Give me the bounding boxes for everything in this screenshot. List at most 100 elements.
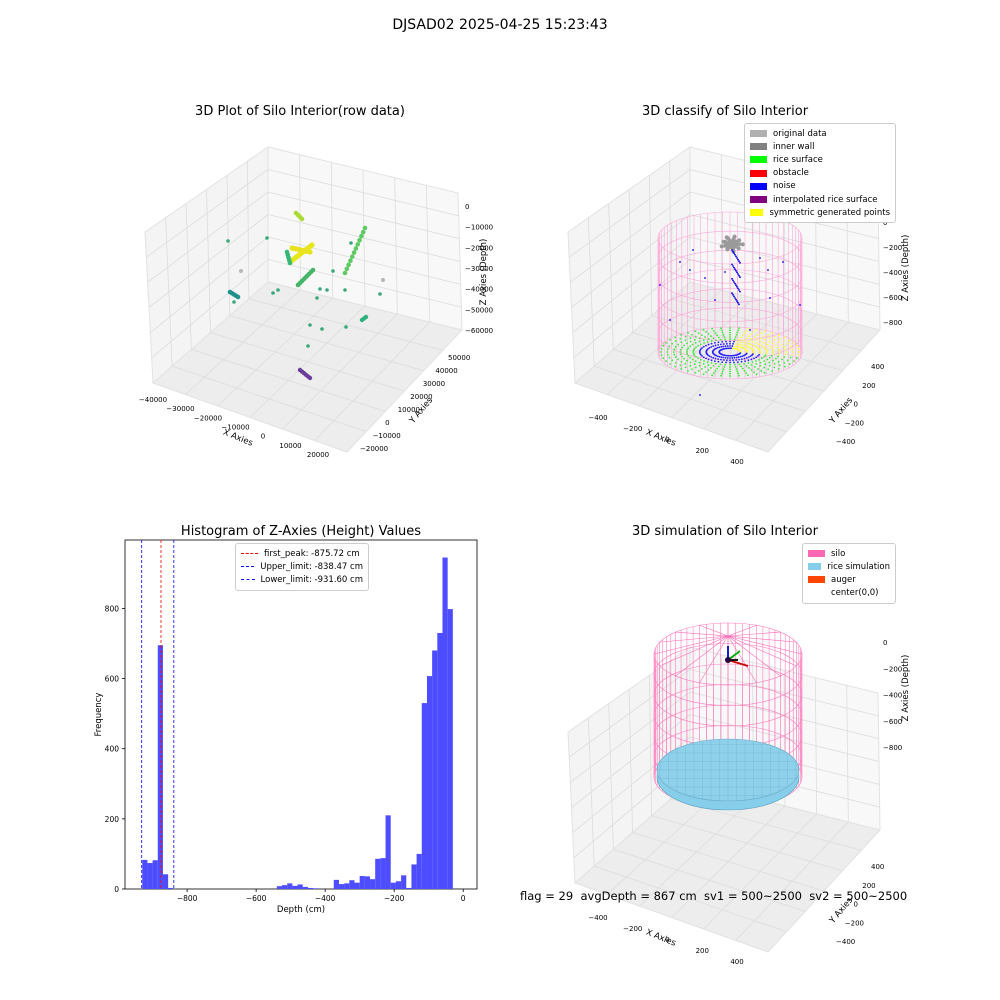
- classify-surface-point: [705, 331, 707, 333]
- classify-surface-point: [791, 353, 794, 356]
- classify-surface-point: [773, 339, 776, 342]
- classify-surface-point: [721, 340, 724, 343]
- histogram-bar: [302, 886, 308, 889]
- classify-surface-point: [740, 360, 743, 363]
- classify-noise-point: [736, 285, 738, 288]
- classify-surface-point: [710, 367, 712, 369]
- classify-surface-point: [689, 356, 691, 359]
- classify-silo-wireframe-ring: [657, 230, 803, 284]
- classify-surface-point: [768, 361, 771, 364]
- classify-surface-point: [704, 336, 707, 338]
- raw-3d-plot: −40000−30000−20000−1000001000020000−2000…: [139, 146, 493, 459]
- classify-surface-point: [681, 355, 683, 358]
- classify-surface-point: [763, 341, 766, 344]
- simulation-legend-swatch: [808, 563, 822, 571]
- classify-noise-point: [739, 290, 741, 293]
- classify-surface-point: [765, 351, 768, 353]
- raw-green-arc-point: [359, 233, 364, 239]
- classify-surface-point: [763, 335, 766, 338]
- classify-inner-wall-point: [740, 242, 745, 247]
- simulation-roof-line: [675, 631, 729, 637]
- classify-surface-point: [789, 345, 792, 348]
- raw-green-arc-point: [351, 250, 357, 255]
- classify-surface-point: [662, 344, 665, 347]
- classify-legend-swatch: [750, 209, 764, 217]
- classify-surface-point: [747, 340, 750, 342]
- classify-surface-point: [780, 358, 783, 361]
- classify-surface-point: [713, 342, 716, 344]
- classify-surface-point: [759, 340, 762, 343]
- classify-noise-point: [734, 297, 736, 299]
- classify-surface-point: [707, 343, 710, 346]
- classify-surface-point: [785, 351, 788, 353]
- classify-surface-point: [783, 336, 786, 339]
- classify-legend-item: noise: [750, 180, 890, 193]
- classify-surface-point: [686, 353, 689, 355]
- classify-surface-point: [720, 358, 722, 361]
- classify-surface-point: [753, 366, 756, 368]
- classify-surface-point: [748, 335, 750, 337]
- raw-scatter-point: [232, 300, 236, 304]
- raw-scatter-point: [320, 327, 324, 331]
- histogram-bar: [437, 632, 443, 889]
- simulation-z-tick-label: −800: [883, 744, 902, 752]
- classify-surface-point: [725, 340, 727, 343]
- classify-surface-point: [697, 332, 700, 335]
- classify-surface-point: [695, 355, 697, 358]
- raw-scatter-point: [331, 269, 335, 273]
- classify-surface-point: [759, 364, 762, 367]
- classify-surface-point: [792, 341, 795, 344]
- classify-legend-swatch: [750, 169, 767, 177]
- classify-surface-point: [772, 359, 774, 362]
- classify-surface-point: [689, 364, 692, 367]
- raw-z-tick-label: −50000: [465, 306, 493, 314]
- classify-surface-point: [691, 343, 694, 346]
- simulation-y-tick-label: 0: [854, 901, 858, 909]
- classify-surface-point: [755, 339, 758, 341]
- raw-scatter-point: [306, 344, 310, 348]
- classify-surface-point: [745, 345, 748, 348]
- simulation-z-tick-label: −600: [883, 718, 902, 726]
- classify-surface-point: [730, 347, 733, 350]
- classify-surface-point: [757, 367, 759, 370]
- classify-surface-point: [735, 343, 738, 345]
- simulation-legend-item: center(0,0): [808, 587, 890, 600]
- classify-noise-point: [737, 258, 739, 261]
- classify-surface-point: [716, 334, 719, 337]
- histogram-bar: [390, 882, 396, 889]
- raw-grey-point-point: [381, 278, 385, 282]
- simulation-x-tick-label: 400: [730, 958, 743, 966]
- simulation-legend-item: rice simulation: [808, 560, 890, 573]
- raw-z-tick-label: −30000: [465, 265, 493, 273]
- classify-surface-point: [766, 343, 769, 346]
- classify-surface-point: [689, 361, 692, 364]
- classify-surface-point: [699, 349, 701, 352]
- raw-green-arc-point: [344, 266, 350, 272]
- histogram-bar: [147, 863, 153, 889]
- classify-surface-point: [760, 332, 763, 335]
- classify-surface-point: [771, 332, 773, 334]
- simulation-z-tick-label: −400: [883, 692, 902, 700]
- simulation-x-tick-label: 200: [696, 947, 709, 955]
- classify-surface-point: [717, 336, 720, 339]
- classify-surface-point: [737, 329, 740, 332]
- classify-noise-point: [732, 293, 734, 296]
- simulation-auger-axis: [727, 659, 749, 667]
- classify-inner-wall-point: [723, 239, 728, 244]
- classify-surface-point: [777, 355, 779, 358]
- classify-surface-point: [768, 364, 771, 367]
- raw-x-tick-label: 20000: [307, 451, 329, 459]
- classify-noise-point: [733, 295, 735, 298]
- classify-surface-point: [723, 336, 726, 339]
- simulation-legend-item: auger: [808, 573, 890, 586]
- classify-surface-point: [745, 356, 748, 359]
- raw-green-arc-point: [355, 242, 361, 247]
- classify-surface-point: [750, 338, 753, 340]
- classify-legend-item: obstacle: [750, 167, 890, 180]
- classify-surface-point: [690, 333, 693, 336]
- classify-z-tick-label: −800: [883, 319, 902, 327]
- simulation-legend-swatch: [808, 550, 825, 558]
- classify-surface-point: [710, 362, 713, 364]
- classify-silo-wireframe-ring: [657, 211, 803, 265]
- raw-x-tick-label: −30000: [166, 405, 194, 413]
